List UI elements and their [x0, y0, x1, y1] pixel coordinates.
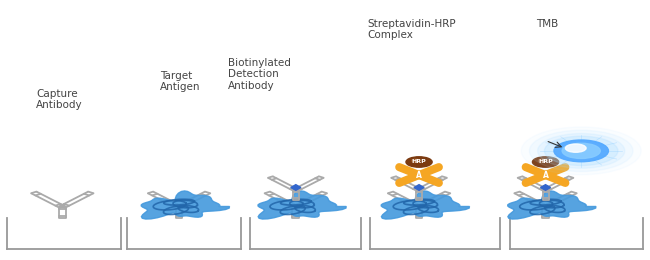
Circle shape — [410, 172, 428, 179]
Circle shape — [406, 157, 432, 167]
Text: HRP: HRP — [538, 159, 553, 165]
Polygon shape — [381, 191, 469, 219]
Circle shape — [566, 144, 586, 152]
Polygon shape — [141, 191, 229, 219]
Polygon shape — [508, 191, 596, 219]
Text: Biotinylated
Detection
Antibody: Biotinylated Detection Antibody — [227, 57, 291, 91]
Text: Capture
Antibody: Capture Antibody — [36, 89, 83, 110]
Text: HRP: HRP — [411, 159, 426, 165]
Circle shape — [521, 127, 641, 175]
Polygon shape — [541, 185, 551, 190]
Text: TMB: TMB — [536, 19, 558, 29]
Circle shape — [537, 172, 554, 179]
Circle shape — [545, 136, 618, 166]
Circle shape — [554, 140, 608, 162]
Circle shape — [530, 130, 633, 172]
Circle shape — [538, 133, 625, 168]
Circle shape — [538, 159, 546, 162]
Circle shape — [562, 143, 600, 159]
Polygon shape — [291, 185, 301, 190]
Circle shape — [412, 159, 420, 162]
Text: A: A — [416, 171, 422, 179]
Text: A: A — [543, 171, 549, 179]
Text: Streptavidin-HRP
Complex: Streptavidin-HRP Complex — [367, 19, 456, 40]
Polygon shape — [414, 185, 424, 190]
Text: Target
Antigen: Target Antigen — [160, 70, 200, 92]
Circle shape — [532, 157, 558, 167]
Polygon shape — [258, 191, 346, 219]
